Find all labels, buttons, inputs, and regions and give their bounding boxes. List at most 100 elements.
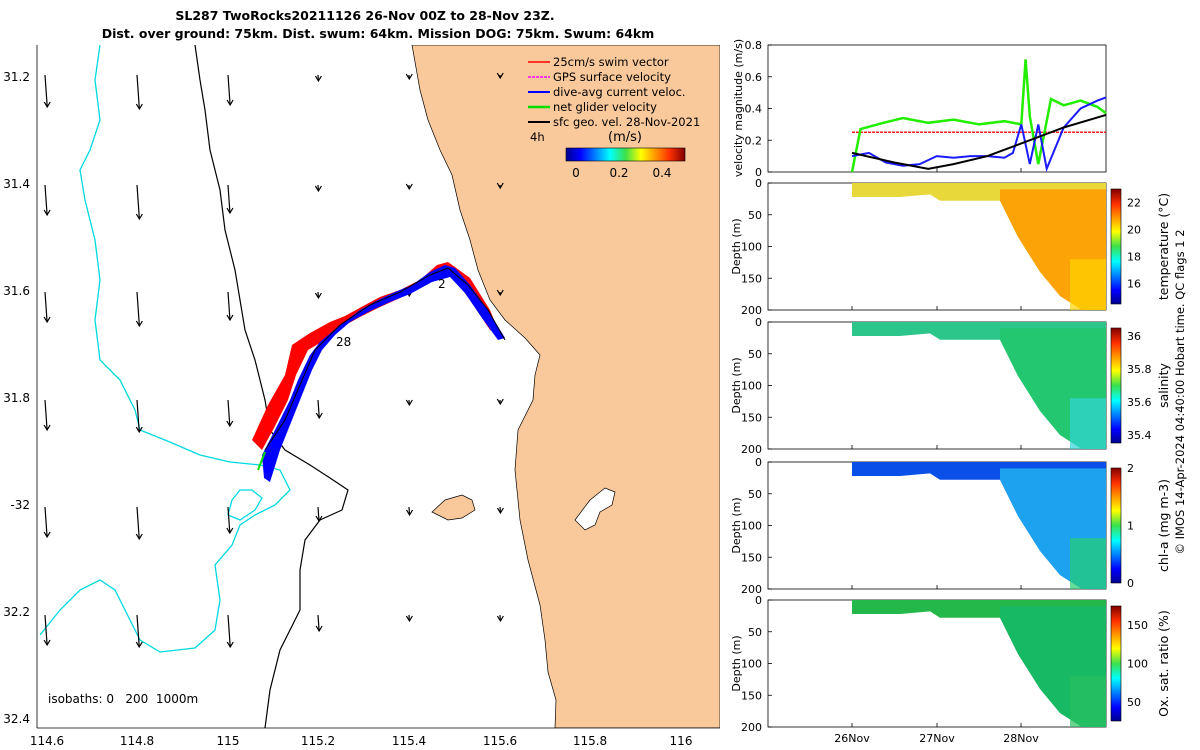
geo-velocity-arrow	[317, 399, 320, 419]
geo-velocity-arrow	[136, 291, 140, 327]
credit-text: © IMOS 14-Apr-2024 04:40:00 Hobart time.…	[1173, 229, 1187, 554]
geo-velocity-arrowhead	[135, 533, 143, 541]
geo-velocity-arrowhead	[496, 182, 504, 190]
track-label: 2	[438, 277, 446, 291]
geo-velocity-arrowhead	[314, 75, 322, 83]
geo-velocity-arrowhead	[43, 316, 51, 324]
geo-velocity-arrowhead	[496, 72, 504, 80]
geo-velocity-arrowhead	[405, 73, 413, 81]
depth-ytick: 0	[755, 316, 762, 329]
colorbar-label: chl-a (mg m-3)	[1156, 479, 1171, 572]
map-ytick: 32.2	[3, 605, 30, 619]
depth-ytick: 0	[755, 594, 762, 607]
geo-velocity-arrow	[44, 399, 48, 431]
geo-velocity-arrowhead	[226, 314, 234, 322]
velocity-series-line	[851, 113, 1107, 170]
depth-ylabel: Depth (m)	[730, 218, 743, 274]
depth-ytick: 150	[741, 411, 762, 424]
depth-ytick: 50	[748, 348, 762, 361]
legend-gps-velocity: GPS surface velocity	[553, 70, 671, 84]
geo-velocity-arrowhead	[315, 625, 323, 633]
sfc-geo-velocity-arrows	[43, 72, 504, 649]
geo-velocity-arrow	[136, 399, 140, 433]
map-xtick: 115.2	[301, 734, 335, 748]
colorbar-label: Ox. sat. ratio (%)	[1156, 610, 1171, 717]
isobath-1000m-inner	[227, 489, 263, 521]
title-line-2: Dist. over ground: 75km. Dist. swum: 64k…	[102, 26, 655, 41]
colorbar-tick: 0	[1127, 577, 1134, 590]
colorbar-tick: 150	[1127, 619, 1148, 632]
map-panel: 31.2 31.4 31.6 31.8 -32 32.2 32.4 114.6 …	[3, 45, 720, 748]
garden-island	[431, 494, 476, 521]
map-ytick: 31.8	[3, 391, 30, 405]
colorbar-tick: 100	[1127, 658, 1148, 671]
depth-ytick: 0	[755, 456, 762, 469]
geo-velocity-arrowhead	[406, 509, 414, 517]
geo-velocity-arrow	[317, 614, 320, 632]
geo-velocity-arrowhead	[405, 399, 413, 407]
map-ytick: 31.2	[3, 70, 30, 84]
depth-ytick: 100	[741, 241, 762, 254]
geo-velocity-arrow	[227, 614, 231, 648]
geo-velocity-arrow	[136, 184, 140, 220]
map-xtick: 116	[670, 734, 693, 748]
colorbar-tick: 1	[1127, 520, 1134, 533]
depth-ytick: 150	[741, 272, 762, 285]
geo-velocity-arrowhead	[135, 641, 143, 649]
colorbar-tick: 18	[1127, 251, 1141, 264]
depth-ytick: 200	[741, 443, 762, 456]
section-panel: 0 50 100 150 200 Depth (m) 16 18 20 22 temperature…	[730, 177, 1171, 317]
section-colorbar	[1110, 605, 1122, 722]
geo-velocity-arrowhead	[314, 185, 322, 193]
colorbar-tick: 20	[1127, 224, 1141, 237]
map-xtick: 115.6	[483, 734, 517, 748]
geo-velocity-arrowhead	[405, 183, 413, 191]
title-line-1: SL287 TwoRocks20211126 26-Nov 00Z to 28-…	[175, 8, 554, 23]
geo-velocity-arrowhead	[405, 615, 413, 623]
geo-velocity-arrow	[136, 506, 140, 540]
depth-ytick: 100	[741, 658, 762, 671]
depth-ytick: 200	[741, 304, 762, 317]
geo-velocity-arrowhead	[43, 639, 51, 647]
geo-velocity-arrowhead	[135, 426, 143, 434]
colorbar-label: salinity	[1156, 362, 1171, 407]
legend-net-glider-velocity: net glider velocity	[553, 100, 657, 114]
colorbar-tick: 2	[1127, 462, 1134, 475]
geo-velocity-arrow	[44, 506, 48, 538]
geo-velocity-arrow	[136, 614, 140, 648]
map-xtick: 114.6	[30, 734, 64, 748]
velocity-panel: 0 0.2 0.4 0.6 0.8 velocity magnitude (m/s)	[732, 39, 1107, 179]
geo-velocity-arrow	[408, 506, 411, 516]
geo-velocity-arrow	[227, 506, 231, 534]
velocity-ytick: 0	[755, 166, 762, 179]
legend-dive-avg-current: dive-avg current veloc.	[553, 85, 686, 99]
time-xtick: 28Nov	[1003, 732, 1039, 745]
geo-velocity-arrowhead	[226, 207, 234, 215]
depth-ytick: 150	[741, 689, 762, 702]
map-xtick: 115.4	[392, 734, 426, 748]
geo-velocity-arrow	[44, 614, 48, 646]
colorbar-tick: 16	[1127, 278, 1141, 291]
geo-velocity-arrow	[44, 184, 48, 216]
geo-velocity-arrowhead	[226, 420, 234, 428]
speed-colorbar	[565, 147, 686, 162]
depth-ylabel: Depth (m)	[730, 635, 743, 691]
legend-swim-vector: 25cm/s swim vector	[553, 55, 669, 69]
velocity-ytick: 0.4	[745, 103, 763, 116]
land-mass	[411, 45, 720, 728]
geo-velocity-arrowhead	[496, 615, 504, 623]
isobaths-note: isobaths: 0 200 1000m	[48, 692, 198, 706]
track-label: 28	[336, 335, 351, 349]
geo-velocity-arrowhead	[496, 398, 504, 406]
geo-velocity-arrowhead	[135, 103, 143, 111]
geo-velocity-arrowhead	[135, 213, 143, 221]
geo-velocity-arrowhead	[43, 209, 51, 217]
colorbar-label: (m/s)	[608, 130, 642, 145]
map-xtick: 115.8	[573, 734, 607, 748]
colorbar-tick: 0	[572, 166, 580, 180]
depth-ytick: 0	[755, 177, 762, 190]
depth-ytick: 50	[748, 488, 762, 501]
map-xtick: 115	[217, 734, 240, 748]
section-patch	[1070, 538, 1106, 589]
section-panel: 0 50 100 150 200 Depth (m) 0 1 2 chl-a (mg m-3)	[730, 456, 1171, 596]
